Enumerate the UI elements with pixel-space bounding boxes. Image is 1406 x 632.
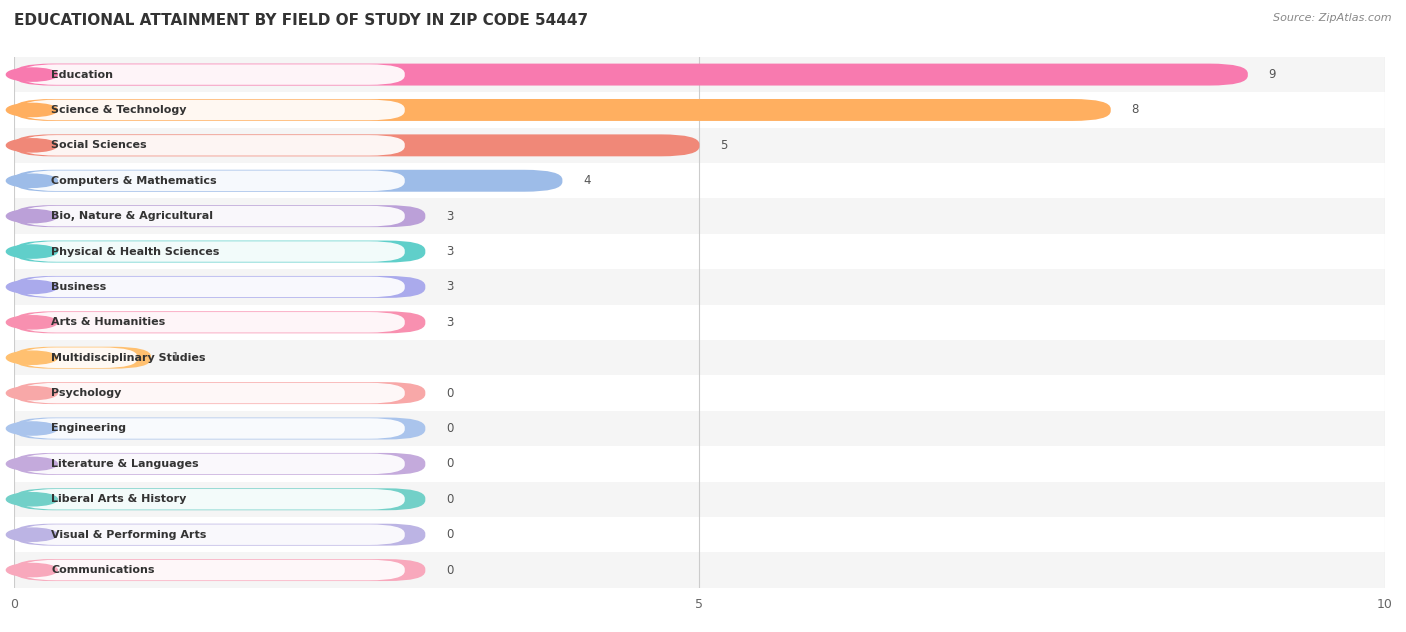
FancyBboxPatch shape [14,170,562,191]
Text: Liberal Arts & History: Liberal Arts & History [51,494,187,504]
FancyBboxPatch shape [14,312,425,333]
FancyBboxPatch shape [14,524,425,545]
Bar [14,57,1385,92]
Text: Physical & Health Sciences: Physical & Health Sciences [51,246,219,257]
Text: Education: Education [51,70,112,80]
FancyBboxPatch shape [14,418,425,439]
Bar [14,517,1385,552]
Text: Bio, Nature & Agricultural: Bio, Nature & Agricultural [51,211,214,221]
Circle shape [7,351,58,364]
FancyBboxPatch shape [21,525,405,545]
Bar [14,128,1385,163]
Text: Communications: Communications [51,565,155,575]
Text: 1: 1 [172,351,179,364]
Text: 0: 0 [446,387,453,399]
Text: Engineering: Engineering [51,423,127,434]
Text: 9: 9 [1268,68,1275,81]
Text: Psychology: Psychology [51,388,121,398]
Text: 0: 0 [446,458,453,470]
Text: Social Sciences: Social Sciences [51,140,146,150]
Text: Computers & Mathematics: Computers & Mathematics [51,176,217,186]
Text: Source: ZipAtlas.com: Source: ZipAtlas.com [1274,13,1392,23]
FancyBboxPatch shape [14,135,700,156]
FancyBboxPatch shape [14,241,425,262]
FancyBboxPatch shape [14,64,1249,85]
FancyBboxPatch shape [14,453,425,475]
FancyBboxPatch shape [21,100,405,120]
Circle shape [7,528,58,541]
Bar [14,411,1385,446]
Circle shape [7,281,58,293]
Bar [14,198,1385,234]
Text: 3: 3 [446,281,453,293]
FancyBboxPatch shape [21,241,405,262]
Text: 4: 4 [583,174,591,187]
FancyBboxPatch shape [14,559,425,581]
Circle shape [7,104,58,116]
Text: 3: 3 [446,210,453,222]
FancyBboxPatch shape [21,560,405,580]
Bar [14,234,1385,269]
Bar [14,92,1385,128]
Text: Literature & Languages: Literature & Languages [51,459,198,469]
Bar [14,305,1385,340]
Text: 8: 8 [1132,104,1139,116]
Bar [14,375,1385,411]
Bar [14,552,1385,588]
Bar [14,482,1385,517]
Text: 0: 0 [446,564,453,576]
Text: 3: 3 [446,316,453,329]
Text: EDUCATIONAL ATTAINMENT BY FIELD OF STUDY IN ZIP CODE 54447: EDUCATIONAL ATTAINMENT BY FIELD OF STUDY… [14,13,588,28]
Circle shape [7,422,58,435]
FancyBboxPatch shape [21,418,405,439]
Circle shape [7,316,58,329]
Circle shape [7,245,58,258]
FancyBboxPatch shape [21,206,405,226]
Circle shape [7,68,58,81]
FancyBboxPatch shape [14,489,425,510]
Circle shape [7,458,58,470]
FancyBboxPatch shape [21,454,405,474]
Text: 3: 3 [446,245,453,258]
FancyBboxPatch shape [21,348,138,368]
FancyBboxPatch shape [21,383,405,403]
FancyBboxPatch shape [21,171,405,191]
FancyBboxPatch shape [21,312,405,332]
FancyBboxPatch shape [14,276,425,298]
Text: 0: 0 [446,422,453,435]
FancyBboxPatch shape [14,347,152,368]
FancyBboxPatch shape [14,382,425,404]
Circle shape [7,174,58,187]
Bar [14,446,1385,482]
Text: Business: Business [51,282,107,292]
Circle shape [7,139,58,152]
Text: 0: 0 [446,493,453,506]
Bar [14,340,1385,375]
Text: 5: 5 [720,139,727,152]
Text: 0: 0 [446,528,453,541]
FancyBboxPatch shape [14,99,1111,121]
FancyBboxPatch shape [21,277,405,297]
Bar [14,269,1385,305]
Circle shape [7,564,58,576]
Text: Science & Technology: Science & Technology [51,105,187,115]
FancyBboxPatch shape [21,489,405,509]
Circle shape [7,210,58,222]
FancyBboxPatch shape [21,64,405,85]
Text: Arts & Humanities: Arts & Humanities [51,317,166,327]
FancyBboxPatch shape [21,135,405,155]
FancyBboxPatch shape [14,205,425,227]
Text: Multidisciplinary Studies: Multidisciplinary Studies [51,353,205,363]
Circle shape [7,493,58,506]
Text: Visual & Performing Arts: Visual & Performing Arts [51,530,207,540]
Bar [14,163,1385,198]
Circle shape [7,387,58,399]
